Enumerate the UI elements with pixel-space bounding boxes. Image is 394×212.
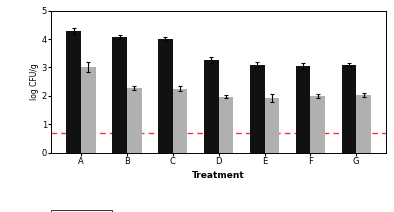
Bar xyxy=(204,60,219,153)
Bar xyxy=(264,98,279,153)
Bar xyxy=(158,39,173,153)
Bar xyxy=(127,88,141,153)
Bar xyxy=(310,96,325,153)
Bar xyxy=(296,66,310,153)
Bar xyxy=(356,95,371,153)
Bar xyxy=(67,31,81,153)
Bar xyxy=(342,65,356,153)
Bar xyxy=(250,65,264,153)
Bar xyxy=(173,89,188,153)
X-axis label: Treatment: Treatment xyxy=(192,171,245,180)
Bar xyxy=(219,97,233,153)
Bar xyxy=(112,37,127,153)
Y-axis label: log CFU/g: log CFU/g xyxy=(30,63,39,100)
Bar xyxy=(81,67,96,153)
Legend: E. coli, B. cereus: E. coli, B. cereus xyxy=(51,210,112,212)
